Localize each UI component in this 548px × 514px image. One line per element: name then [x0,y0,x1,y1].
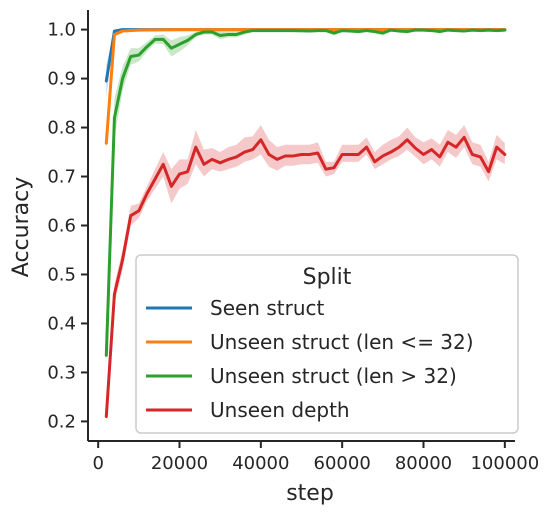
x-axis-label: step [286,481,334,506]
legend-label-0: Seen struct [210,296,324,320]
x-tick-label: 0 [92,453,103,474]
series-lines [104,28,507,419]
axes: 0 20000 40000 60000 80000 100000 0.2 0.3 0.4 0.5… [47,10,539,474]
x-tick-label: 60000 [314,453,371,474]
x-tick-label: 20000 [151,453,208,474]
legend-title: Split [303,265,352,290]
series-line-2 [104,28,507,357]
series-line-3 [104,135,507,419]
y-axis-label: Accuracy [9,177,34,277]
y-tick-label: 0.2 [47,411,76,432]
legend-items: Seen struct Unseen struct (len <= 32) Unse… [146,296,474,422]
y-tick-label: 0.4 [47,313,76,334]
legend-label-2: Unseen struct (len > 32) [210,364,457,388]
x-tick-label: 100000 [470,453,539,474]
y-tick-label: 0.9 [47,69,76,90]
y-tick-label: 0.8 [47,118,76,139]
x-ticks: 0 20000 40000 60000 80000 100000 [92,441,539,474]
y-tick-label: 0.7 [47,167,76,188]
y-tick-label: 0.3 [47,362,76,383]
y-tick-label: 1.0 [47,20,76,41]
y-ticks: 0.2 0.3 0.4 0.5 0.6 0.7 0.8 0.9 1.0 [47,20,88,432]
y-tick-label: 0.5 [47,264,76,285]
y-tick-label: 0.6 [47,216,76,237]
x-tick-label: 80000 [395,453,452,474]
legend-box [135,254,519,434]
legend-label-3: Unseen depth [210,398,350,422]
legend-label-1: Unseen struct (len <= 32) [210,330,474,354]
legend: Split Seen struct Unseen struct (len <= 3… [135,254,519,434]
x-tick-label: 40000 [232,453,289,474]
